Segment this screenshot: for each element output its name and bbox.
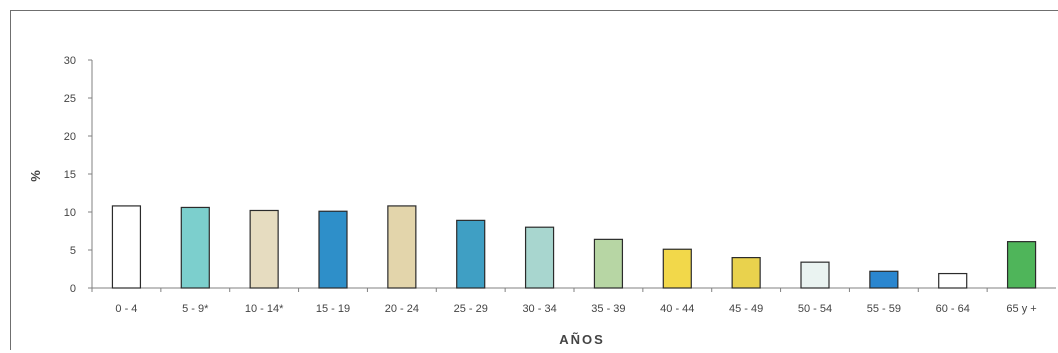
bars	[111, 205, 1037, 289]
x-tick-label: 10 - 14*	[245, 303, 284, 315]
x-tick-label: 25 - 29	[454, 303, 488, 315]
x-tick-label: 55 - 59	[867, 303, 901, 315]
bar-55-59	[869, 270, 899, 289]
bar-5-9	[180, 206, 210, 289]
bar-20-24	[387, 205, 417, 289]
category-labels: 0 - 4 5 - 9* 10 - 14* 15 - 19 20 - 24 25 - 29…	[115, 303, 1036, 315]
y-tick-label: 10	[64, 207, 76, 219]
y-tick-label: 25	[64, 93, 76, 105]
x-tick-label: 60 - 64	[936, 303, 970, 315]
y-axis-title: %	[28, 170, 43, 182]
bar-60-64	[938, 272, 968, 289]
y-tick-label: 20	[64, 131, 76, 143]
y-tick-label: 30	[64, 55, 76, 67]
x-axis	[91, 287, 1056, 292]
bar-40-44	[662, 248, 692, 289]
bar-10-14	[249, 209, 279, 289]
x-tick-label: 65 y +	[1006, 303, 1036, 315]
x-axis-title: AÑOS	[559, 332, 605, 347]
x-tick-label: 40 - 44	[660, 303, 694, 315]
bar-15-19	[318, 210, 348, 289]
bar-50-54	[800, 261, 830, 289]
y-tick-label: 5	[70, 245, 76, 257]
bar-45-49	[731, 257, 761, 289]
bar-25-29	[456, 219, 486, 289]
x-tick-label: 30 - 34	[522, 303, 556, 315]
x-tick-label: 15 - 19	[316, 303, 350, 315]
y-tick-label: 0	[70, 283, 76, 295]
x-tick-label: 35 - 39	[591, 303, 625, 315]
y-axis: 0 5 10 15 20 25 30	[64, 55, 93, 295]
x-tick-label: 50 - 54	[798, 303, 832, 315]
x-tick-label: 5 - 9*	[182, 303, 209, 315]
bar-35-39	[593, 238, 624, 289]
x-tick-label: 0 - 4	[115, 303, 137, 315]
bar-30-34	[524, 226, 555, 289]
chart-frame	[10, 10, 1058, 350]
x-tick-label: 20 - 24	[385, 303, 419, 315]
y-tick-label: 15	[64, 169, 76, 181]
bar-65-y	[1006, 241, 1037, 289]
bar-0-4	[111, 205, 142, 289]
x-tick-label: 45 - 49	[729, 303, 763, 315]
